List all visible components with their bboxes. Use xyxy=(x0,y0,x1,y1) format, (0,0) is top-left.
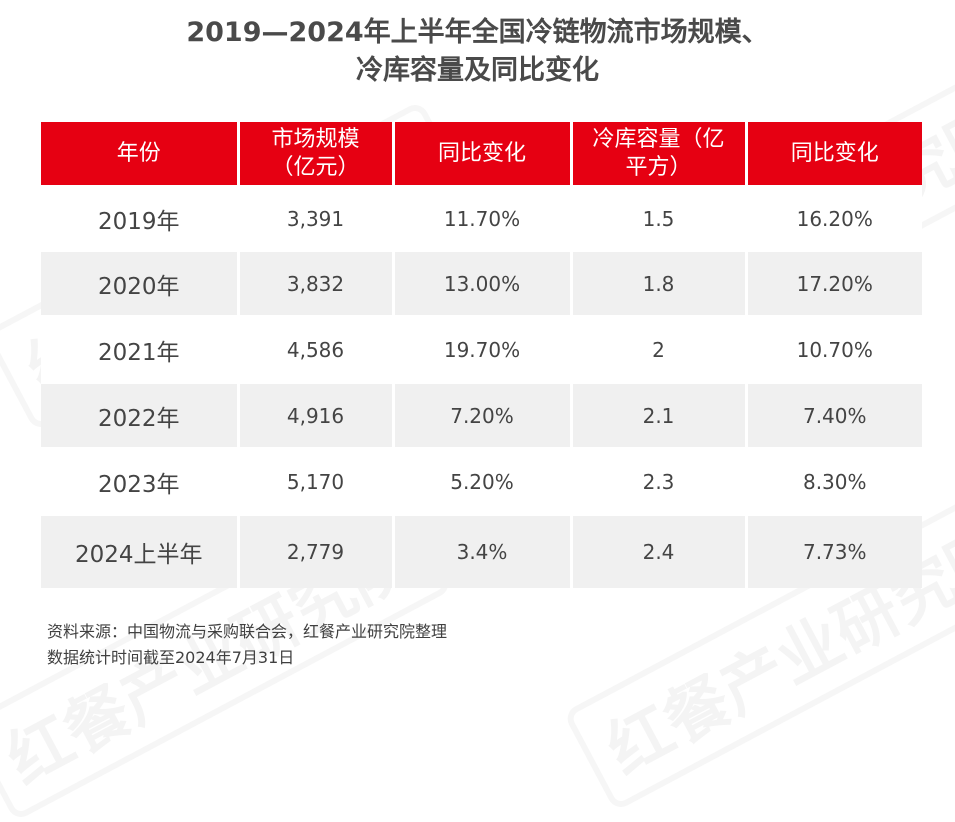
table-row: 2022年 4,916 7.20% 2.1 7.40% xyxy=(41,381,922,449)
cell-capacity: 2.1 xyxy=(571,381,748,449)
cell-market-yoy: 5.20% xyxy=(393,447,573,515)
cell-capacity-yoy: 16.20% xyxy=(746,185,922,251)
table-row: 2023年 5,170 5.20% 2.3 8.30% xyxy=(41,447,922,515)
header-market-size: 市场规模 （亿元） xyxy=(238,122,395,187)
cell-capacity-yoy: 8.30% xyxy=(746,447,922,515)
header-year: 年份 xyxy=(41,122,240,187)
cell-capacity-yoy: 10.70% xyxy=(746,315,922,383)
cell-capacity: 2.4 xyxy=(571,513,748,588)
cell-year: 2024上半年 xyxy=(41,513,240,588)
cell-capacity-yoy: 7.73% xyxy=(746,513,922,588)
cell-capacity: 1.5 xyxy=(571,185,748,251)
cell-market-size: 2,779 xyxy=(238,513,395,588)
cell-market-yoy: 7.20% xyxy=(393,381,573,449)
cell-year: 2023年 xyxy=(41,447,240,515)
cell-market-size: 3,832 xyxy=(238,249,395,317)
cell-year: 2021年 xyxy=(41,315,240,383)
page-title: 2019—2024年上半年全国冷链物流市场规模、 冷库容量及同比变化 xyxy=(0,14,955,90)
title-line-1: 2019—2024年上半年全国冷链物流市场规模、 xyxy=(186,17,769,48)
title-line-2: 冷库容量及同比变化 xyxy=(356,55,599,86)
cell-market-yoy: 3.4% xyxy=(393,513,573,588)
data-table: 年份 市场规模 （亿元） 同比变化 冷库容量（亿 平方） 同比变化 2019年 3,… xyxy=(41,122,922,588)
header-capacity: 冷库容量（亿 平方） xyxy=(571,122,748,187)
cell-market-size: 4,916 xyxy=(238,381,395,449)
cell-year: 2022年 xyxy=(41,381,240,449)
cell-capacity: 2.3 xyxy=(571,447,748,515)
table-row: 2024上半年 2,779 3.4% 2.4 7.73% xyxy=(41,513,922,588)
date-note: 数据统计时间截至2024年7月31日 xyxy=(47,648,295,667)
cell-year: 2019年 xyxy=(41,185,240,251)
cell-market-size: 5,170 xyxy=(238,447,395,515)
cell-market-yoy: 13.00% xyxy=(393,249,573,317)
cell-capacity-yoy: 17.20% xyxy=(746,249,922,317)
cell-capacity: 2 xyxy=(571,315,748,383)
cell-market-size: 4,586 xyxy=(238,315,395,383)
table-row: 2020年 3,832 13.00% 1.8 17.20% xyxy=(41,249,922,317)
cell-capacity: 1.8 xyxy=(571,249,748,317)
cell-market-yoy: 11.70% xyxy=(393,185,573,251)
cell-market-yoy: 19.70% xyxy=(393,315,573,383)
source-note: 资料来源：中国物流与采购联合会，红餐产业研究院整理 xyxy=(47,622,448,641)
header-capacity-yoy: 同比变化 xyxy=(746,122,922,187)
cell-capacity-yoy: 7.40% xyxy=(746,381,922,449)
table-header-row: 年份 市场规模 （亿元） 同比变化 冷库容量（亿 平方） 同比变化 xyxy=(41,122,922,187)
header-market-yoy: 同比变化 xyxy=(393,122,573,187)
cell-year: 2020年 xyxy=(41,249,240,317)
table-row: 2021年 4,586 19.70% 2 10.70% xyxy=(41,315,922,383)
cell-market-size: 3,391 xyxy=(238,185,395,251)
table-row: 2019年 3,391 11.70% 1.5 16.20% xyxy=(41,185,922,251)
footer-notes: 资料来源：中国物流与采购联合会，红餐产业研究院整理 数据统计时间截至2024年7… xyxy=(47,619,447,671)
